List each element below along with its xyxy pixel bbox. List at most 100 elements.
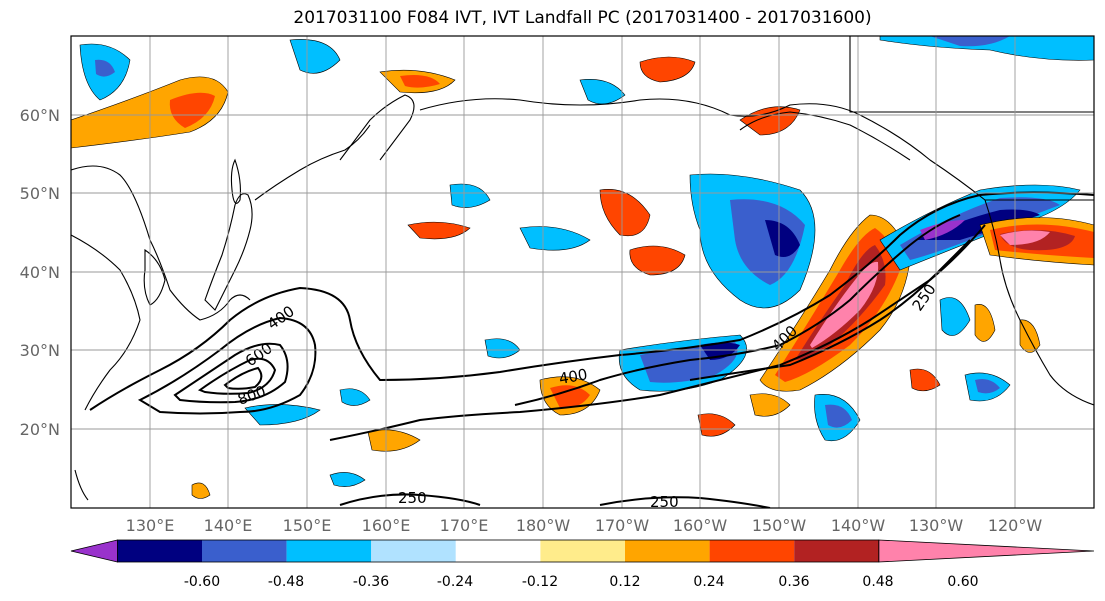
fill-patch xyxy=(920,220,965,240)
coast-sakhalin xyxy=(230,158,241,204)
colorbar-tick-label: -0.24 xyxy=(437,574,473,590)
fill-patch xyxy=(339,388,371,406)
coast-asia xyxy=(71,165,251,321)
fill-patch xyxy=(95,59,115,77)
colorbar-tick-label: 0.48 xyxy=(862,574,893,590)
lon-label: 150°E xyxy=(283,516,332,535)
fill-patch xyxy=(407,221,471,240)
contour-400-west xyxy=(137,316,317,415)
fill-patch xyxy=(629,245,686,276)
lon-label: 160°W xyxy=(673,516,728,535)
coast-na xyxy=(984,199,1094,406)
fill-patch xyxy=(765,220,800,258)
fill-patch xyxy=(639,56,696,83)
colorbar-tick-label: -0.60 xyxy=(184,574,220,590)
map-title: 2017031100 F084 IVT, IVT Landfall PC (20… xyxy=(293,8,872,28)
colorbar-extend-high xyxy=(878,539,1095,563)
fill-patch xyxy=(975,379,1000,394)
fill-patch xyxy=(930,36,1010,47)
fill-patch xyxy=(329,472,366,487)
fill-patch xyxy=(579,79,626,105)
lon-label: 170°E xyxy=(440,516,489,535)
colorbar-tick-label: 0.60 xyxy=(947,574,978,590)
fill-patch xyxy=(1019,319,1041,353)
contour-250-outer xyxy=(89,191,1094,411)
colorbar-labels: -0.60 -0.48 -0.36 -0.24 -0.12 0.12 0.24 … xyxy=(184,574,979,590)
coast-kuril xyxy=(254,124,371,201)
contour-innermost xyxy=(223,366,263,390)
colorbar-segment xyxy=(709,540,795,562)
colorbar-extend-low xyxy=(70,539,118,563)
fill-patch xyxy=(974,303,996,342)
contour-400-east-b xyxy=(689,239,971,381)
lon-label: 170°W xyxy=(595,516,650,535)
colorbar-segment xyxy=(455,540,541,562)
lat-label: 30°N xyxy=(20,341,60,360)
contour-label: 400 xyxy=(558,365,589,388)
lon-label: 120°W xyxy=(988,516,1043,535)
colorbar-segment xyxy=(625,540,710,562)
fill-patch xyxy=(367,429,421,452)
colorbar-segment xyxy=(371,540,456,562)
lon-labels: 130°E 140°E 150°E 160°E 170°E 180°W 170°… xyxy=(126,516,1043,535)
coastlines xyxy=(71,36,1094,501)
lon-label: 140°E xyxy=(204,516,253,535)
coast-alaska xyxy=(739,111,911,161)
colorbar-segment xyxy=(540,540,625,562)
colorbar-segment xyxy=(794,540,879,562)
lon-label: 140°W xyxy=(831,516,886,535)
fill-patch xyxy=(739,106,801,136)
colorbar-tick-label: 0.24 xyxy=(693,574,724,590)
colorbar-tick-label: -0.48 xyxy=(268,574,304,590)
lat-label: 60°N xyxy=(20,106,60,125)
lat-label: 50°N xyxy=(20,184,60,203)
fill-patch xyxy=(700,342,740,360)
colorbar xyxy=(70,539,1095,563)
fill-patch xyxy=(449,183,491,208)
fill-patch xyxy=(400,75,440,88)
colorbar-tick-label: -0.12 xyxy=(522,574,558,590)
lon-label: 160°E xyxy=(362,516,411,535)
border-canada xyxy=(849,36,1094,113)
gridlines xyxy=(71,36,1094,508)
fill-patch xyxy=(730,199,805,285)
colorbar-tick-label: 0.12 xyxy=(609,574,640,590)
fill-patch xyxy=(939,297,971,336)
fill-patch xyxy=(169,92,215,128)
colorbar-tick-label: -0.36 xyxy=(353,574,389,590)
coast-japan xyxy=(204,193,253,311)
fill-patch xyxy=(191,482,211,499)
ivt-anomaly-fill xyxy=(71,36,1094,499)
fill-patch xyxy=(550,385,590,409)
contour-600 xyxy=(173,342,289,404)
colorbar-outline xyxy=(117,539,880,563)
fill-patch xyxy=(909,368,941,392)
lat-label: 40°N xyxy=(20,263,60,282)
colorbar-segment xyxy=(117,540,202,562)
fill-patch xyxy=(1000,230,1050,245)
contour-label: 250 xyxy=(650,493,679,511)
fill-patch xyxy=(599,188,651,237)
coast-kamchatka xyxy=(339,94,415,161)
coast-china xyxy=(71,234,141,411)
fill-patch xyxy=(289,39,341,74)
fill-patch xyxy=(879,36,1094,61)
fill-patch xyxy=(697,413,736,437)
coast-korea xyxy=(143,248,166,306)
colorbar-segment xyxy=(202,540,287,562)
fill-patch xyxy=(749,393,791,417)
fill-patch xyxy=(825,404,852,428)
contour-800 xyxy=(197,357,277,395)
coast-taiwan xyxy=(74,469,89,501)
lon-label: 130°E xyxy=(126,516,175,535)
lat-labels: 60°N 50°N 40°N 30°N 20°N xyxy=(20,106,60,439)
lon-label: 130°W xyxy=(909,516,964,535)
contour-400-east xyxy=(514,214,961,406)
lat-label: 20°N xyxy=(20,420,60,439)
coast-north xyxy=(419,98,986,201)
colorbar-segment xyxy=(286,540,372,562)
contour-label: 250 xyxy=(398,489,427,507)
lon-label: 180°W xyxy=(516,516,571,535)
lon-label: 150°W xyxy=(752,516,807,535)
